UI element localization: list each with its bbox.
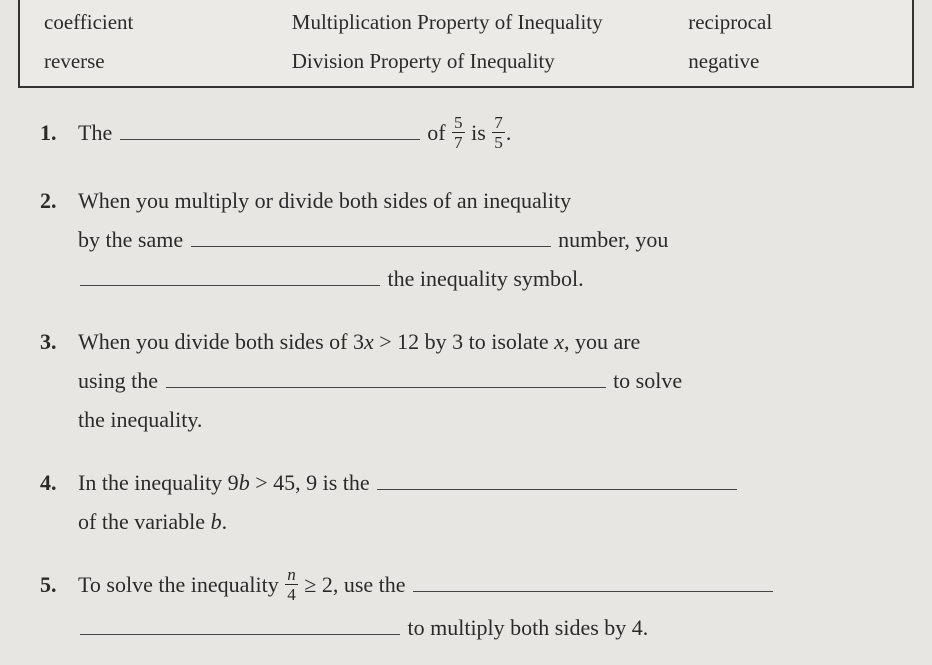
vocab-term-reciprocal: reciprocal <box>664 8 912 37</box>
question-number: 2. <box>40 184 78 295</box>
question-3: 3. When you divide both sides of 3x > 12… <box>40 325 892 436</box>
fill-blank[interactable] <box>120 117 420 140</box>
question-body: When you multiply or divide both sides o… <box>78 184 892 295</box>
q3-text: , you are <box>564 329 640 354</box>
fraction-denominator: 7 <box>452 133 465 151</box>
vocab-term-reverse: reverse <box>20 47 268 76</box>
q4-text: of the variable <box>78 509 211 534</box>
fill-blank[interactable] <box>80 612 400 635</box>
question-number: 5. <box>40 568 78 645</box>
q5-line2: to multiply both sides by 4. <box>78 611 892 644</box>
vocab-term-div-prop: Division Property of Inequality <box>268 47 664 76</box>
question-1: 1. The of 57 is 75. <box>40 116 892 154</box>
variable-x: x <box>554 329 564 354</box>
q3-text: using the <box>78 368 164 393</box>
fraction-numerator: 5 <box>452 114 465 133</box>
q3-text: > 12 by 3 to isolate <box>374 329 554 354</box>
q2-line1: When you multiply or divide both sides o… <box>78 184 892 217</box>
q4-text: In the inequality 9 <box>78 470 239 495</box>
fraction-denominator: 5 <box>492 133 505 151</box>
q1-text: The <box>78 120 118 145</box>
q4-line1: In the inequality 9b > 45, 9 is the <box>78 466 892 499</box>
variable-b: b <box>239 470 250 495</box>
q3-text: When you divide both sides of 3 <box>78 329 364 354</box>
fraction-n-4: n4 <box>285 566 298 603</box>
q2-text: number, you <box>553 227 669 252</box>
vocab-box: coefficient Multiplication Property of I… <box>18 0 914 88</box>
q5-text: To solve the inequality <box>78 572 284 597</box>
q3-line2: using the to solve <box>78 364 892 397</box>
question-5: 5. To solve the inequality n4 ≥ 2, use t… <box>40 568 892 645</box>
q1-text: of <box>422 120 451 145</box>
q4-line2: of the variable b. <box>78 505 892 538</box>
question-4: 4. In the inequality 9b > 45, 9 is the o… <box>40 466 892 538</box>
question-body: When you divide both sides of 3x > 12 by… <box>78 325 892 436</box>
q2-text: the inequality symbol. <box>382 266 584 291</box>
q2-line3: the inequality symbol. <box>78 262 892 295</box>
fraction-5-7: 57 <box>452 114 465 151</box>
q2-text: by the same <box>78 227 189 252</box>
q3-line1: When you divide both sides of 3x > 12 by… <box>78 325 892 358</box>
fraction-7-5: 75 <box>492 114 505 151</box>
variable-b: b <box>211 509 222 534</box>
question-body: The of 57 is 75. <box>78 116 892 154</box>
question-body: In the inequality 9b > 45, 9 is the of t… <box>78 466 892 538</box>
q1-text: . <box>506 120 512 145</box>
q3-text: to solve <box>608 368 683 393</box>
question-number: 1. <box>40 116 78 154</box>
fraction-numerator: n <box>285 566 298 585</box>
fraction-numerator: 7 <box>492 114 505 133</box>
q5-line1: To solve the inequality n4 ≥ 2, use the <box>78 568 892 606</box>
fill-blank[interactable] <box>377 467 737 490</box>
question-number: 3. <box>40 325 78 436</box>
vocab-term-negative: negative <box>664 47 912 76</box>
q4-text: > 45, 9 is the <box>250 470 375 495</box>
fill-blank[interactable] <box>413 569 773 592</box>
question-number: 4. <box>40 466 78 538</box>
vocab-term-mult-prop: Multiplication Property of Inequality <box>268 8 664 37</box>
question-body: To solve the inequality n4 ≥ 2, use the … <box>78 568 892 645</box>
q5-text: ≥ 2, use the <box>299 572 411 597</box>
q1-text: is <box>466 120 492 145</box>
q2-line2: by the same number, you <box>78 223 892 256</box>
questions-region: 1. The of 57 is 75. 2. When you multiply… <box>0 88 932 644</box>
q3-line3: the inequality. <box>78 403 892 436</box>
question-2: 2. When you multiply or divide both side… <box>40 184 892 295</box>
variable-x: x <box>364 329 374 354</box>
fill-blank[interactable] <box>191 224 551 247</box>
q5-text: to multiply both sides by 4. <box>402 615 648 640</box>
fill-blank[interactable] <box>80 263 380 286</box>
fill-blank[interactable] <box>166 365 606 388</box>
q4-text: . <box>222 509 228 534</box>
fraction-denominator: 4 <box>285 585 298 603</box>
vocab-term-coefficient: coefficient <box>20 8 268 37</box>
